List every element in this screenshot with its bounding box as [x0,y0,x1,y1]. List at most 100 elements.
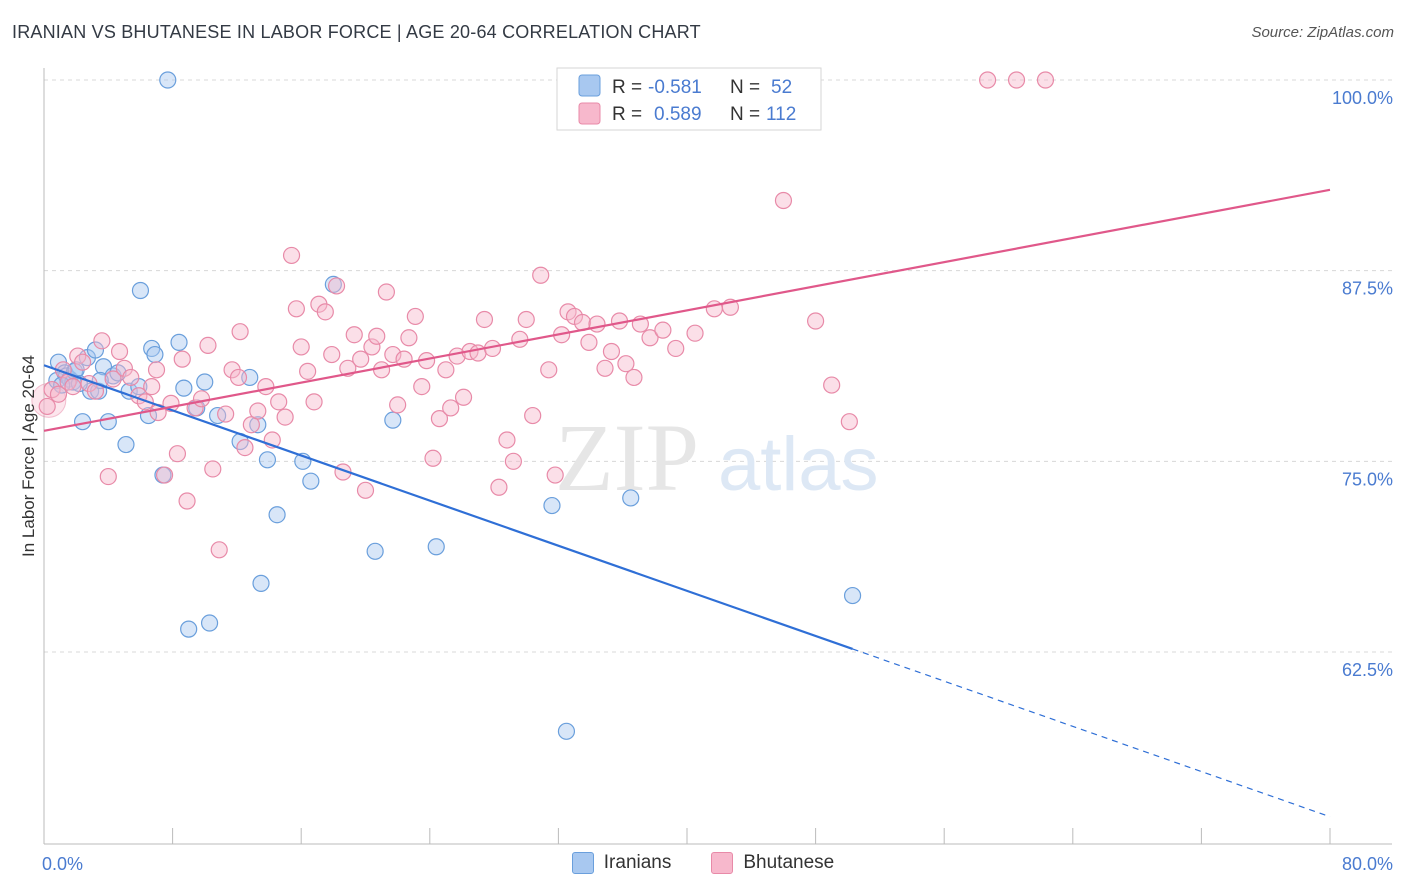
bhutanese-point-96 [641,329,659,347]
legend-top: R = -0.581 N = 52 R = 0.589 N = 112 [556,67,822,131]
x-tick-label-0: 0.0% [42,854,83,874]
bhutanese-point-97 [654,321,672,339]
bhutanese-point-13 [110,342,129,361]
bhutanese-point-5 [64,377,82,396]
bhutanese-point-68 [442,399,460,417]
bhutanese-point-73 [475,310,494,329]
bhutanese-point-0 [38,397,56,416]
bhutanese-point-110 [231,323,249,341]
bhutanese-point-53 [356,481,375,499]
iranians-point-43 [427,538,445,556]
bhutanese-point-38 [270,393,288,411]
bhutanese-point-23 [173,350,191,368]
bhutanese-point-15 [122,368,140,387]
bhutanese-point-108 [1007,71,1026,89]
iranians-point-44 [543,496,561,515]
bhutanese-point-33 [236,439,254,457]
iranians-point-19 [131,281,150,300]
iranians-point-29 [196,373,214,391]
bhutanese-point-14 [115,359,133,377]
iranians-point-27 [180,620,198,638]
bhutanese-point-20 [155,466,174,484]
bhutanese-point-44 [305,393,323,411]
bhutanese-point-98 [667,339,685,358]
bhutanese-point-93 [617,355,635,373]
bhutanese-point-94 [625,368,643,387]
bhutanese-point-30 [217,405,235,423]
watermark-zip: ZIP [555,404,699,511]
bhutanese-trend-line [43,188,1331,432]
bhutanese-point-111 [147,361,166,379]
bhutanese-point-39 [276,408,294,426]
tick-labels: 62.5% 75.0% 87.5% 100.0% 0.0% 80.0% [42,88,1393,874]
iranians-point-17 [117,435,135,454]
iranians-point-22 [146,345,164,364]
bhutanese-point-48 [327,277,346,295]
iranians-point-30 [200,614,219,632]
bhutanese-point-80 [524,406,542,425]
bhutanese-point-28 [204,460,222,478]
iranians-point-41 [366,542,384,560]
bhutanese-point-83 [546,466,564,484]
bhutanese-point-63 [413,377,431,396]
bhutanese-point-67 [437,361,455,379]
legend-r-value-bhutanese: 0.589 [654,104,702,125]
bhutanese-point-55 [368,327,386,345]
legend-r-label-bhutanese: R = [612,104,642,125]
legend-bottom-swatch-iranians [571,852,594,874]
bhutanese-point-11 [99,467,117,486]
bhutanese-point-90 [596,359,614,377]
source-label: Source: ZipAtlas.com [1251,24,1394,41]
bhutanese-point-24 [178,492,196,510]
bhutanese-point-79 [517,310,535,329]
bhutanese-point-59 [389,396,407,414]
bhutanese-point-109 [1036,71,1055,89]
legend-item-iranians: Iranians [571,852,672,874]
bhutanese-point-36 [257,377,275,396]
bhutanese-point-29 [210,541,228,559]
bhutanese-point-88 [580,333,598,351]
bhutanese-point-27 [199,336,217,355]
y-tick-label-3: 100.0% [1332,88,1393,108]
bhutanese-point-99 [686,324,704,342]
bhutanese-point-35 [249,402,267,420]
y-tick-label-2: 87.5% [1342,279,1393,299]
iranians-point-24 [159,71,177,89]
iranians-point-42 [384,411,402,429]
bhutanese-point-47 [323,345,341,364]
data-points [31,71,1055,740]
chart-title: IRANIAN VS BHUTANESE IN LABOR FORCE | AG… [12,22,701,42]
bhutanese-point-78 [511,330,529,348]
iranians-trend-extension [852,648,1331,818]
bhutanese-point-61 [400,329,418,347]
bhutanese-point-62 [406,307,424,326]
bhutanese-point-58 [384,345,402,364]
bhutanese-point-52 [352,350,370,368]
bhutanese-point-104 [806,312,825,330]
legend-top-box [556,67,822,131]
bhutanese-point-89 [588,315,606,333]
iranians-point-25 [170,333,188,351]
iranians-point-35 [252,574,270,592]
legend-r-value-iranians: -0.581 [648,77,702,98]
bhutanese-point-66 [430,410,449,428]
bhutanese-point-76 [498,431,516,449]
trend-lines [43,188,1331,818]
bhutanese-point-77 [504,452,522,470]
grid-lines [44,79,1392,653]
legend-n-value-bhutanese: 112 [766,104,796,125]
bhutanese-point-82 [540,361,558,379]
legend-n-label-bhutanese: N = [730,104,760,125]
bhutanese-point-54 [363,338,381,356]
watermark-atlas: atlas [718,422,879,507]
y-axis-label: In Labor Force | Age 20-64 [19,355,38,557]
iranians-point-37 [268,506,286,524]
bhutanese-point-57 [377,283,395,301]
iranians-point-47 [843,586,862,605]
bhutanese-point-51 [345,326,363,344]
bhutanese-point-43 [299,362,317,380]
bhutanese-point-56 [372,361,391,379]
legend-bottom-label-iranians: Iranians [603,852,672,873]
iranians-point-26 [175,379,193,397]
